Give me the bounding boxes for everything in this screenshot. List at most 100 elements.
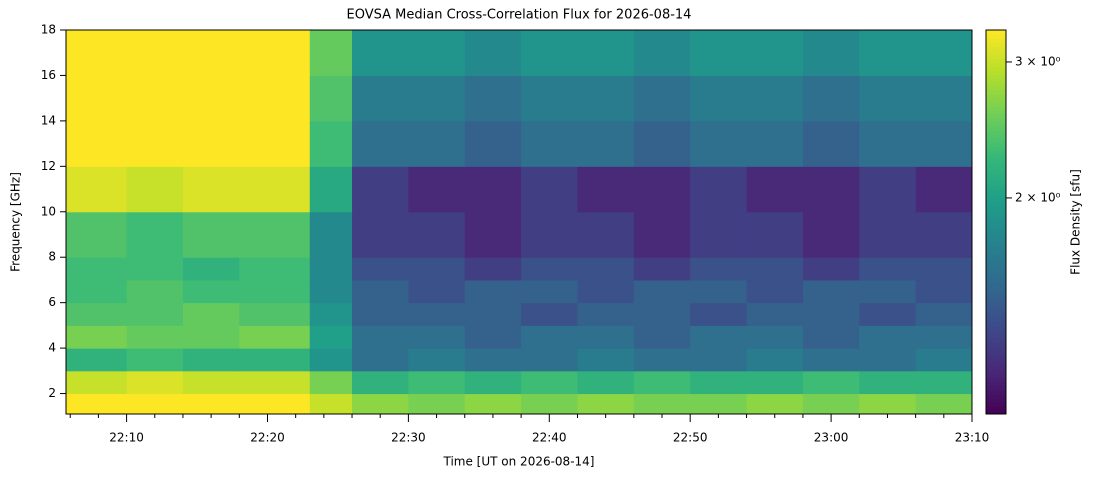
heatmap-cell	[746, 370, 804, 395]
heatmap-cell	[746, 257, 804, 281]
colorbar-swatch	[986, 370, 1006, 375]
colorbar-swatch	[986, 106, 1006, 111]
heatmap-cell	[859, 393, 917, 415]
heatmap-cell	[126, 302, 184, 326]
heatmap-cell	[690, 75, 748, 122]
colorbar-swatch	[986, 262, 1006, 267]
heatmap-cell	[408, 370, 466, 395]
heatmap-cell	[309, 120, 353, 167]
heatmap-cell	[66, 348, 128, 372]
heatmap-cell	[802, 370, 860, 395]
heatmap-cell	[126, 279, 184, 304]
heatmap-cell	[239, 75, 311, 122]
colorbar-swatch	[986, 374, 1006, 379]
colorbar-swatch	[986, 146, 1006, 151]
colorbar-swatch	[986, 378, 1006, 383]
colorbar-swatch	[986, 194, 1006, 199]
colorbar-swatch	[986, 114, 1006, 119]
heatmap-cell	[352, 30, 409, 76]
heatmap-cell	[633, 257, 691, 281]
heatmap-cell	[309, 30, 353, 76]
heatmap-cell	[521, 30, 578, 76]
heatmap-cell	[915, 211, 973, 258]
colorbar-swatch	[986, 338, 1006, 343]
heatmap-cell	[309, 325, 353, 349]
heatmap-cell	[859, 75, 917, 122]
heatmap-cell	[746, 120, 804, 167]
heatmap-cell	[521, 348, 578, 372]
colorbar-swatch	[986, 70, 1006, 75]
heatmap-cell	[352, 75, 409, 122]
heatmap-cell	[309, 348, 353, 372]
colorbar-swatch	[986, 42, 1006, 47]
colorbar-swatch	[986, 294, 1006, 299]
colorbar-swatch	[986, 50, 1006, 55]
heatmap-cell	[408, 257, 466, 281]
heatmap-cell	[352, 370, 409, 395]
colorbar-swatch	[986, 398, 1006, 403]
heatmap-cell	[633, 325, 691, 349]
heatmap-cell	[746, 166, 804, 213]
heatmap-cell	[408, 393, 466, 415]
heatmap-cell	[521, 211, 578, 258]
colorbar-swatch	[986, 230, 1006, 235]
heatmap-cell	[182, 166, 240, 213]
colorbar-swatch	[986, 298, 1006, 303]
colorbar-swatch	[986, 382, 1006, 387]
heatmap-cell	[802, 393, 860, 415]
heatmap-cell	[690, 393, 748, 415]
colorbar-swatch	[986, 118, 1006, 123]
heatmap-cell	[802, 211, 860, 258]
colorbar-swatch	[986, 122, 1006, 127]
colorbar-swatch	[986, 202, 1006, 207]
heatmap-cell	[182, 30, 240, 76]
heatmap-cell	[577, 30, 635, 76]
heatmap-cell	[464, 75, 522, 122]
heatmap-cell	[352, 257, 409, 281]
heatmap-cell	[239, 166, 311, 213]
heatmap-cell	[464, 211, 522, 258]
colorbar-swatch	[986, 174, 1006, 179]
colorbar-swatch	[986, 190, 1006, 195]
heatmap-cell	[126, 120, 184, 167]
colorbar-swatch	[986, 82, 1006, 87]
colorbar-swatch	[986, 66, 1006, 71]
heatmap-cell	[66, 257, 128, 281]
colorbar-swatch	[986, 98, 1006, 103]
heatmap-cell	[690, 325, 748, 349]
heatmap-cell	[521, 302, 578, 326]
colorbar-swatch	[986, 154, 1006, 159]
heatmap-cell	[408, 279, 466, 304]
heatmap-cell	[66, 325, 128, 349]
colorbar-swatch	[986, 366, 1006, 371]
heatmap-cell	[690, 166, 748, 213]
x-tick-label: 22:50	[673, 431, 708, 445]
colorbar-swatch	[986, 346, 1006, 351]
heatmap-cell	[633, 279, 691, 304]
heatmap-cell	[126, 325, 184, 349]
colorbar-tick-label: 2 × 10⁰	[1015, 190, 1061, 204]
colorbar-swatch	[986, 350, 1006, 355]
heatmap-cell	[66, 370, 128, 395]
heatmap-cell	[915, 120, 973, 167]
heatmap-cell	[746, 211, 804, 258]
colorbar-swatch	[986, 166, 1006, 171]
heatmap-cell	[182, 348, 240, 372]
colorbar-swatch	[986, 138, 1006, 143]
colorbar-swatch	[986, 258, 1006, 263]
colorbar-swatch	[986, 150, 1006, 155]
heatmap-cell	[802, 348, 860, 372]
heatmap-cell	[915, 302, 973, 326]
heatmap-cell	[464, 393, 522, 415]
colorbar-swatch	[986, 110, 1006, 115]
heatmap-cell	[126, 211, 184, 258]
colorbar-swatch	[986, 186, 1006, 191]
colorbar-swatch	[986, 310, 1006, 315]
heatmap-cell	[859, 257, 917, 281]
colorbar-swatch	[986, 278, 1006, 283]
colorbar-swatch	[986, 302, 1006, 307]
heatmap-cell	[859, 325, 917, 349]
heatmap-cell	[126, 348, 184, 372]
heatmap-cell	[239, 302, 311, 326]
colorbar-swatch	[986, 390, 1006, 395]
